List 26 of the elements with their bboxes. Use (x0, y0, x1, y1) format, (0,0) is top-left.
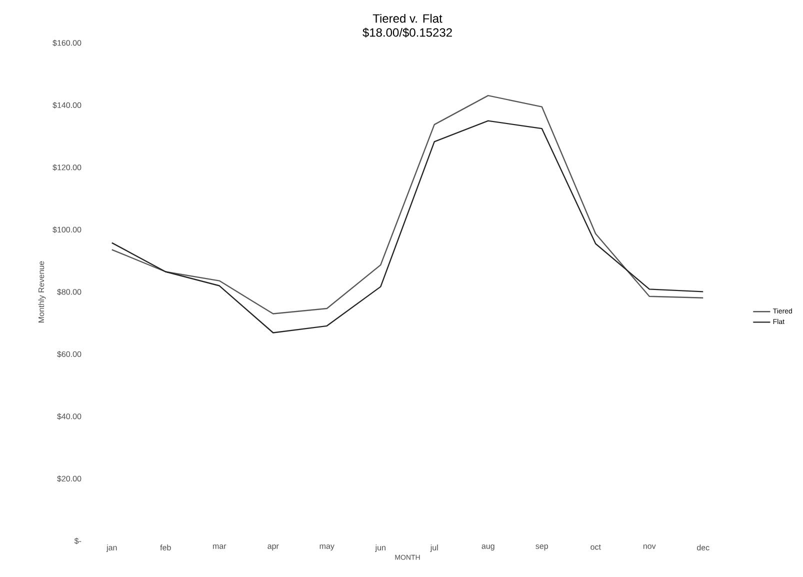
y-tick-label: $60.00 (57, 350, 82, 358)
x-tick-label: jul (430, 544, 438, 552)
x-tick-label: jan (106, 544, 117, 552)
y-tick-label: $40.00 (57, 413, 82, 420)
y-tick-label: $- (74, 538, 82, 544)
y-axis-title: Monthly Revenue (38, 261, 46, 322)
y-tick-label: $80.00 (57, 288, 82, 296)
x-tick-label: dec (697, 544, 710, 550)
y-tick-label: $100.00 (52, 226, 82, 233)
y-tick-label: $140.00 (52, 102, 82, 108)
x-tick-label: jun (375, 544, 386, 552)
line-series (111, 94, 704, 314)
chart-title: Tiered v. Flat (372, 14, 442, 23)
x-tick-label: apr (268, 544, 279, 550)
x-tick-label: feb (160, 544, 171, 550)
x-tick-label: oct (590, 544, 601, 550)
chart-subtitle: $18.00/$0.15232 (362, 28, 452, 38)
x-tick-label: sep (536, 544, 548, 550)
x-tick-label: may (320, 544, 334, 550)
y-tick-label: $120.00 (52, 164, 82, 171)
x-tick-label: aug (482, 544, 494, 550)
x-tick-label: mar (213, 544, 226, 549)
y-tick-label: $160.00 (52, 40, 82, 46)
y-tick-label: $20.00 (57, 475, 82, 482)
line-series (111, 120, 704, 334)
x-tick-label: nov (643, 544, 656, 549)
